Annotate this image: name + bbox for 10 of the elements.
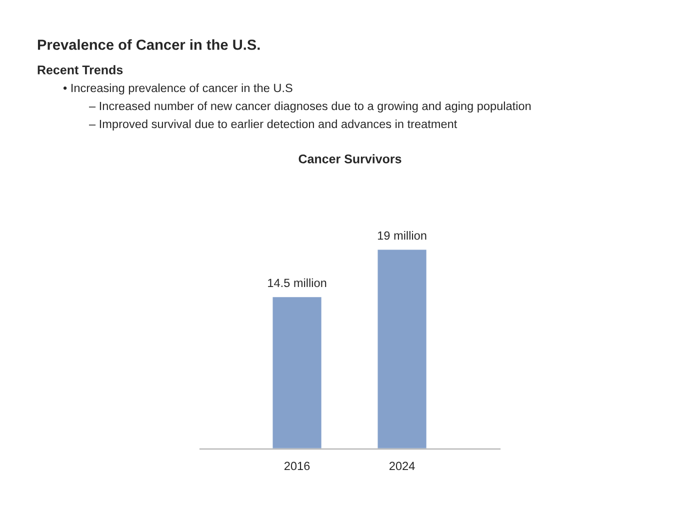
- x-tick-label: 2016: [284, 462, 310, 470]
- data-label: 19 million: [378, 231, 426, 240]
- text: • Increasing prevalence of cancer in the U.S: [63, 84, 292, 94]
- data-label: 14.5 million: [268, 278, 326, 288]
- text: – Increased number of new cancer diagnoses due to a growing and aging population: [89, 102, 531, 112]
- x-tick-label: 2024: [389, 462, 415, 470]
- chart-title: Cancer Survivors: [298, 154, 402, 164]
- text: – Improved survival due to earlier detection and advances in treatment: [89, 119, 458, 130]
- text: Recent Trends: [38, 65, 123, 74]
- text: Prevalence of Cancer in the U.S.: [38, 39, 260, 50]
